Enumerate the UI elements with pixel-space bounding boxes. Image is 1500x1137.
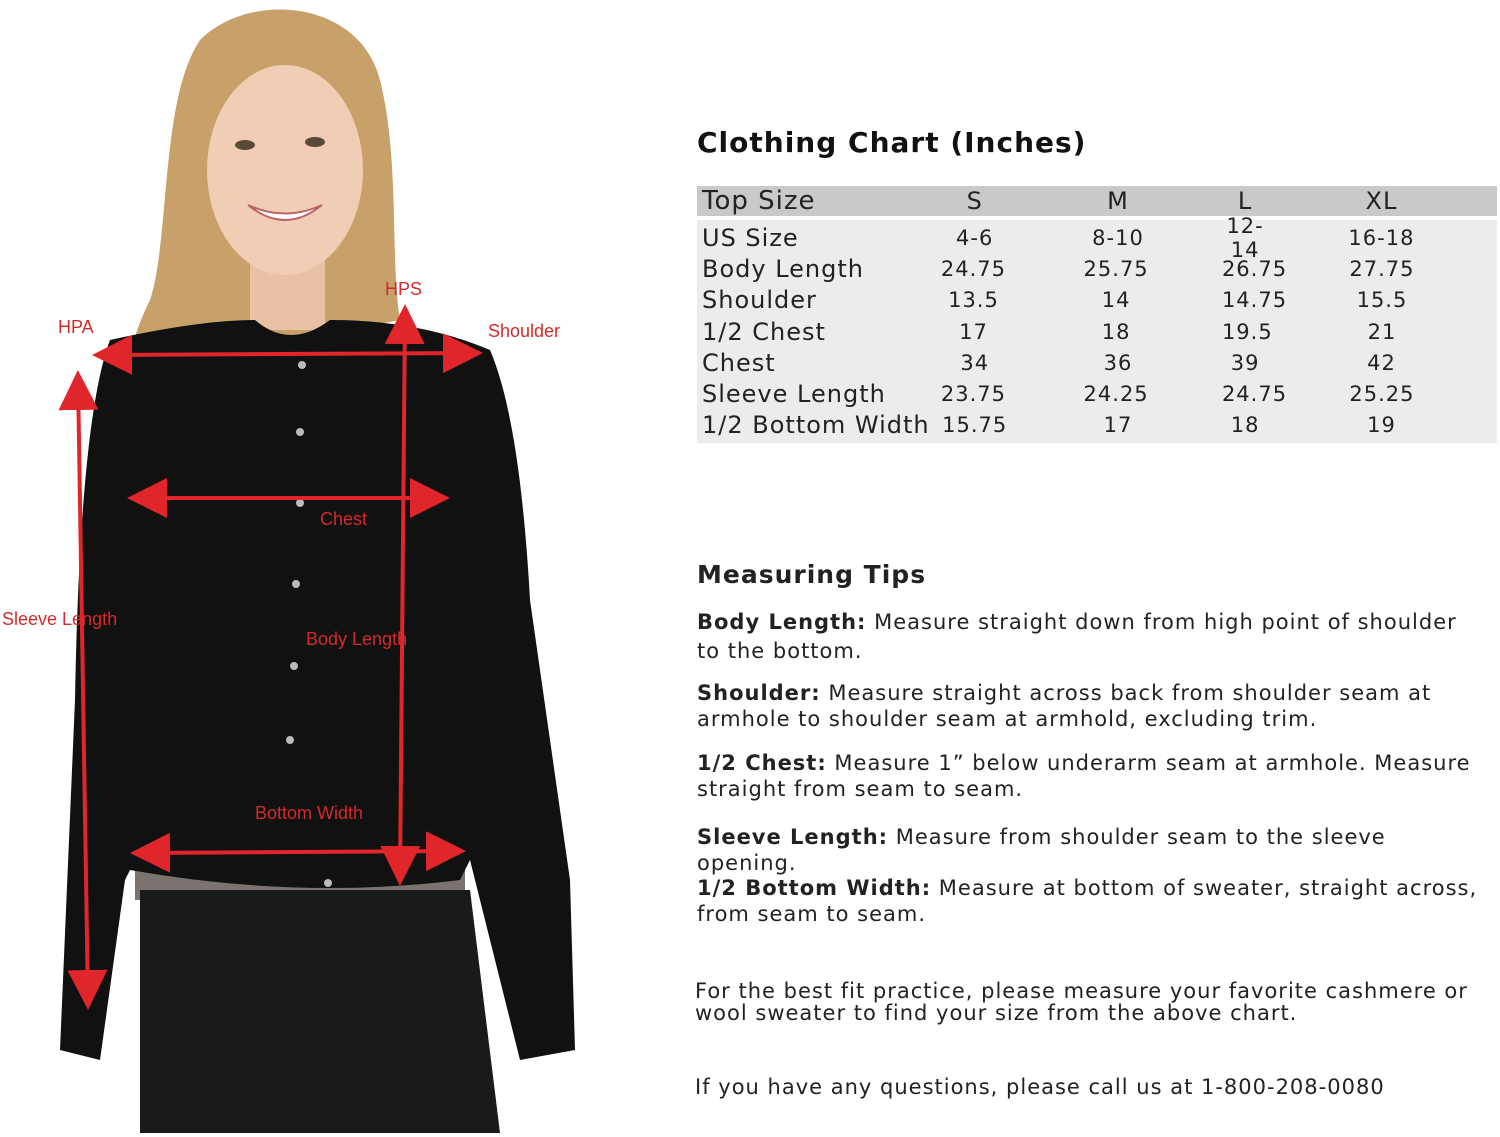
table-cell: 14.75 xyxy=(1221,288,1288,313)
table-cell: 19.5 xyxy=(1221,319,1273,344)
row-label: Chest xyxy=(702,348,776,377)
table-cell: 19 xyxy=(1367,413,1396,438)
header-cell: XL xyxy=(1365,187,1398,215)
row-label: US Size xyxy=(702,223,799,252)
table-cell: 15.75 xyxy=(942,413,1008,438)
tip-text: Measure straight across back from should… xyxy=(697,681,1432,731)
hpa-label: HPA xyxy=(58,317,94,337)
tip-term: Shoulder: xyxy=(697,681,821,705)
table-cell: 18 xyxy=(1101,319,1131,344)
table-cell: 27.75 xyxy=(1349,256,1415,281)
row-label: Sleeve Length xyxy=(702,380,886,409)
row-label: Body Length xyxy=(702,254,864,283)
table-cell: 25.75 xyxy=(1083,256,1149,281)
tip-text: Measure straight down from high point of… xyxy=(697,610,1457,663)
table-cell: 23.75 xyxy=(940,382,1007,407)
table-row: Chest 34 36 39 42 xyxy=(697,347,1497,378)
table-cell: 12-14 xyxy=(1226,213,1264,262)
header-cell: M xyxy=(1107,187,1129,215)
table-header: Top Size S M L XL xyxy=(697,186,1497,216)
table-cell: 24.75 xyxy=(940,256,1007,281)
table-row: 1/2 Bottom Width 15.75 17 18 19 xyxy=(697,410,1497,441)
tip-item: 1/2 Bottom Width: Measure at bottom of s… xyxy=(697,875,1487,927)
header-cell: Top Size xyxy=(702,186,816,216)
body-length-label: Body Length xyxy=(306,629,408,649)
table-row: Body Length 24.75 25.75 26.75 27.75 xyxy=(697,253,1497,284)
contact-note: If you have any questions, please call u… xyxy=(695,1075,1385,1099)
fit-note: For the best fit practice, please measur… xyxy=(695,979,1468,1025)
table-cell: 26.75 xyxy=(1221,256,1288,281)
shoulder-arrow xyxy=(92,333,483,375)
cardigan-model-illustration xyxy=(58,9,575,1133)
table-cell: 25.25 xyxy=(1349,382,1415,407)
tip-text: Measure from shoulder seam to the sleeve… xyxy=(697,825,1386,875)
chart-title: Clothing Chart (Inches) xyxy=(697,126,1087,159)
tip-term: Body Length: xyxy=(697,610,867,634)
header-cell: S xyxy=(966,187,983,215)
bottom-width-arrow xyxy=(130,831,466,873)
table-cell: 14 xyxy=(1101,288,1131,313)
sleeve-length-arrow xyxy=(58,370,108,1010)
tips-title: Measuring Tips xyxy=(697,560,927,589)
sleeve-length-label: Sleeve Length xyxy=(2,609,118,629)
table-cell: 17 xyxy=(959,319,988,344)
row-label: 1/2 Chest xyxy=(702,317,826,346)
face xyxy=(207,65,363,275)
table-cell: 36 xyxy=(1103,350,1133,375)
table-cell: 42 xyxy=(1367,350,1396,375)
table-cell: 17 xyxy=(1103,413,1133,438)
table-cell: 39 xyxy=(1230,350,1260,375)
table-row: 1/2 Chest 17 18 19.5 21 xyxy=(697,316,1497,347)
tip-item: Sleeve Length: Measure from shoulder sea… xyxy=(697,824,1487,876)
table-cell: 21 xyxy=(1367,319,1397,344)
table-cell: 13.5 xyxy=(948,288,999,313)
shoulder-label: Shoulder xyxy=(488,321,561,341)
row-label: Shoulder xyxy=(702,286,817,315)
row-label: 1/2 Bottom Width xyxy=(702,411,930,440)
table-row: US Size 4-6 8-10 12-14 16-18 xyxy=(697,214,1497,262)
tip-text: Measure 1” below underarm seam at armhol… xyxy=(697,751,1471,801)
table-row: Shoulder 13.5 14 14.75 15.5 xyxy=(697,285,1497,316)
table-cell: 18 xyxy=(1230,413,1260,438)
size-table: Top Size S M L XL US Size 4-6 8-10 12-14 16-… xyxy=(697,186,1497,444)
table-body: US Size 4-6 8-10 12-14 16-18 Body Length 24.75… xyxy=(697,214,1497,444)
header-cell: L xyxy=(1237,187,1253,215)
bottom-width-label: Bottom Width xyxy=(255,803,364,823)
hps-label: HPS xyxy=(385,279,423,299)
table-cell: 34 xyxy=(960,350,990,375)
table-cell: 4-6 xyxy=(956,225,994,250)
tip-item: Shoulder: Measure straight across back f… xyxy=(697,680,1487,732)
table-row: Sleeve Length 23.75 24.25 24.75 25.25 xyxy=(697,378,1497,409)
tip-item: Body Length: Measure straight down from … xyxy=(697,608,1487,666)
tip-item: 1/2 Chest: Measure 1” below underarm sea… xyxy=(697,750,1487,802)
table-cell: 15.5 xyxy=(1356,288,1408,313)
table-cell: 24.25 xyxy=(1083,382,1149,407)
table-cell: 8-10 xyxy=(1092,225,1144,250)
table-cell: 24.75 xyxy=(1221,382,1288,407)
tip-term: 1/2 Chest: xyxy=(697,751,827,775)
table-cell: 16-18 xyxy=(1348,225,1415,250)
tip-text: Measure at bottom of sweater, straight a… xyxy=(697,876,1478,926)
model-photo: HPA HPS Shoulder Chest Sleeve Length Bod… xyxy=(0,0,640,1133)
chest-label: Chest xyxy=(320,509,368,529)
tip-term: 1/2 Bottom Width: xyxy=(697,876,932,900)
tip-term: Sleeve Length: xyxy=(697,825,889,849)
body-length-arrow xyxy=(380,304,425,886)
